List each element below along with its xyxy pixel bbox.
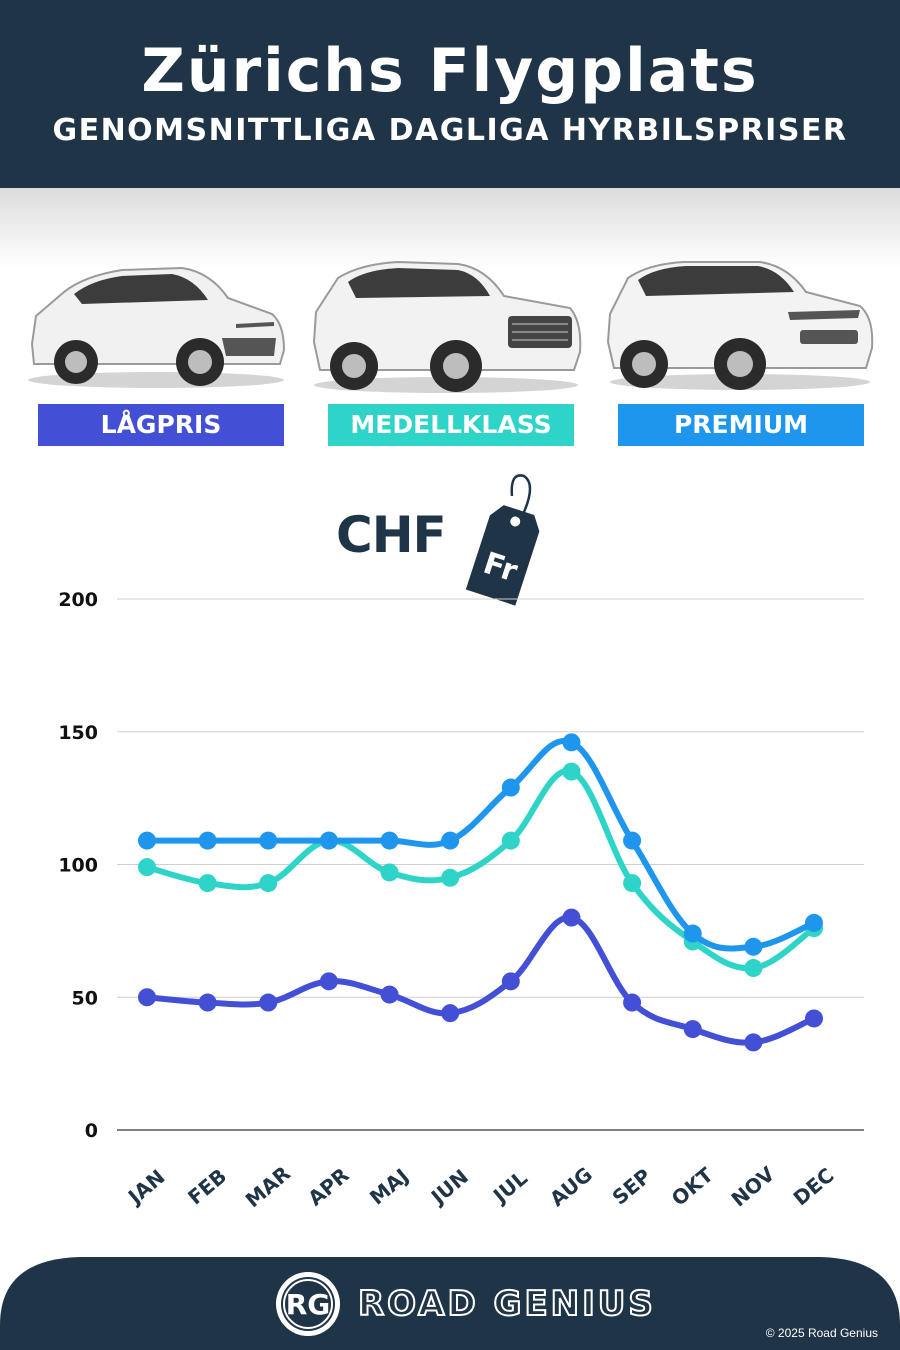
x-tick-label: MAJ [365,1164,413,1210]
series-line-1 [144,768,817,972]
page-title: Zürichs Flygplats [141,36,759,106]
data-point [259,831,278,850]
data-point [380,831,399,850]
y-tick-label: 100 [58,855,98,877]
y-tick-label: 200 [58,589,98,611]
x-tick-label: JUN [425,1164,473,1210]
data-point [319,831,338,850]
data-point [744,1033,763,1052]
copyright-text: © 2025 Road Genius [765,1326,878,1340]
data-point [138,831,156,850]
data-point [441,868,460,887]
data-point [562,733,581,752]
data-point [501,831,520,850]
category-badge-premium: PREMIUM [618,404,864,446]
x-tick-label: MAR [241,1161,295,1212]
series-line-2 [144,737,817,952]
data-point [805,913,823,932]
data-point [198,831,217,850]
logo-text: RG [286,1288,331,1321]
y-tick-label: 0 [85,1120,98,1142]
premium-car-image [606,261,874,390]
data-point [380,863,399,882]
x-tick-label: JUL [487,1166,532,1209]
price-tag-icon: Fr [465,474,540,606]
data-point [683,924,702,943]
y-tick-label: 150 [58,722,98,744]
series-line-0 [144,914,817,1046]
currency-indicator: CHF Fr [336,470,556,610]
data-point [562,762,581,781]
y-axis-ticks: 0 50 100 150 200 [58,589,98,1142]
header-shadow [0,188,900,268]
data-point [138,858,156,877]
data-point [623,993,642,1012]
data-point [380,985,399,1004]
data-point [623,874,642,893]
x-tick-label: OKT [667,1162,718,1210]
data-point [259,993,278,1012]
price-chart: 0 50 100 150 200 JAN FEB MAR APR MAJ JUN JUL AUG SEP… [58,589,864,1212]
data-point [501,972,520,991]
category-badge-midsize: MEDELLKLASS [328,404,574,446]
page-subtitle: GENOMSNITTLIGA DAGLIGA HYRBILSPRISER [52,113,848,148]
x-tick-label: NOV [727,1161,780,1211]
data-point [623,831,642,850]
brand-name: ROAD GENIUS [357,1283,656,1325]
data-point [683,1020,702,1039]
x-tick-label: SEP [608,1164,656,1210]
x-tick-label: AUG [545,1162,597,1211]
data-point [501,778,520,797]
y-tick-label: 50 [72,987,98,1009]
data-point [562,908,581,927]
data-point [744,959,763,978]
footer [0,1255,900,1350]
midsize-car-image [312,260,582,393]
road-genius-logo-icon: RG [276,1272,340,1336]
x-tick-label: FEB [183,1164,231,1210]
data-point [441,831,460,850]
data-point [441,1004,460,1023]
data-point [259,874,278,893]
data-point [138,988,156,1007]
data-point [744,937,763,956]
x-axis-ticks: JAN FEB MAR APR MAJ JUN JUL AUG SEP OKT NOV DEC [122,1161,838,1212]
economy-car-image [28,266,286,388]
data-point [198,993,217,1012]
x-tick-label: DEC [789,1163,839,1210]
currency-label: CHF [336,506,447,564]
header: Zürichs Flygplats GENOMSNITTLIGA DAGLIGA… [0,0,900,188]
x-tick-label: JAN [122,1165,169,1210]
data-point [198,874,217,893]
x-tick-label: APR [303,1163,353,1211]
category-badge-economy: LÅGPRIS [38,404,284,446]
data-point [319,972,338,991]
chart-series [138,733,823,1052]
data-point [805,1009,823,1028]
